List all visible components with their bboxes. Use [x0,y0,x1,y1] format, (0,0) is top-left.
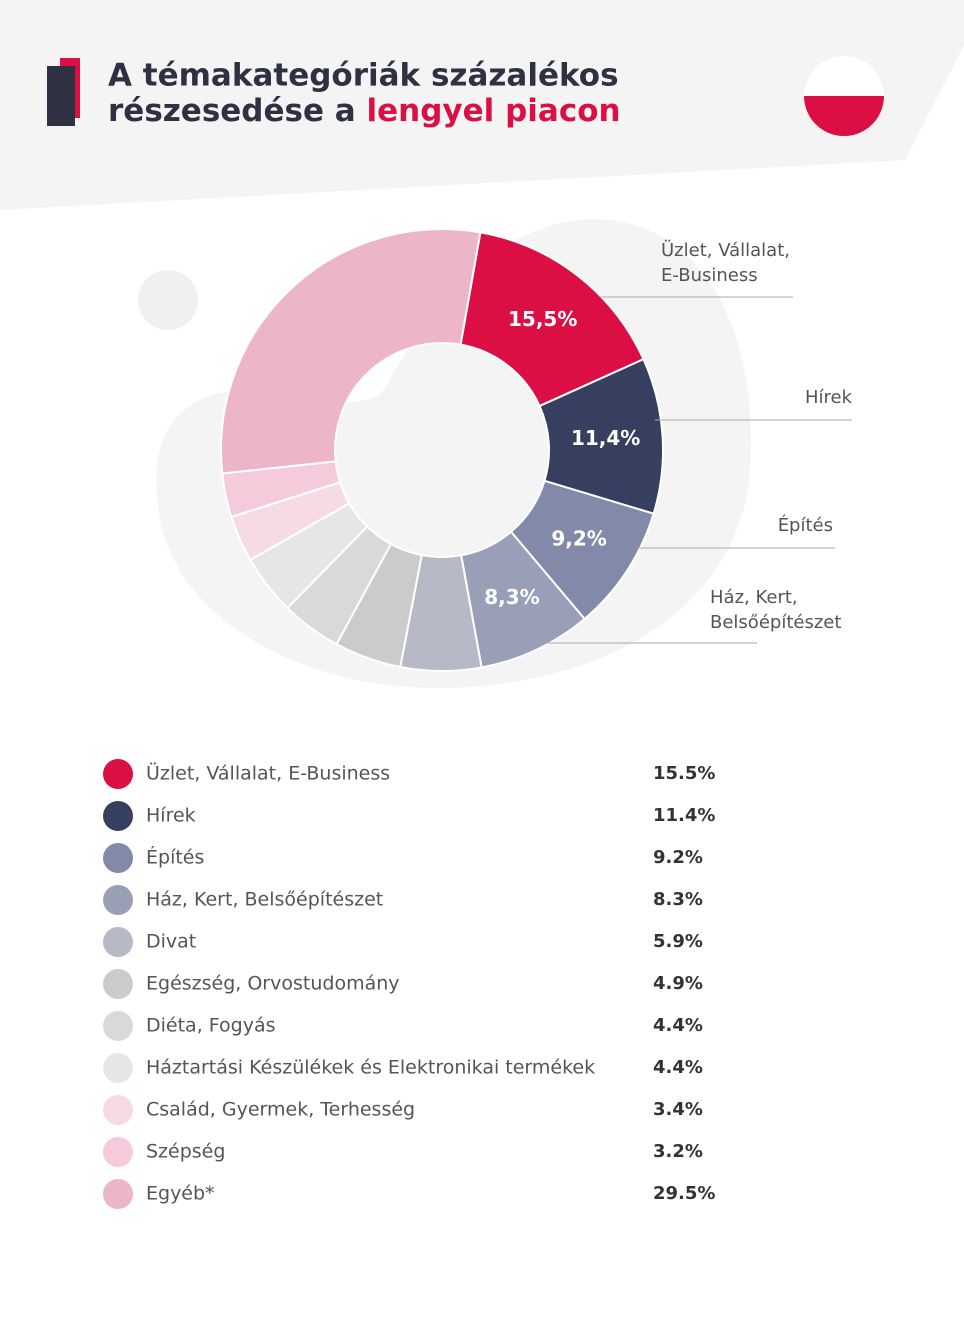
flag [804,56,884,136]
legend-label: Egyéb* [146,1183,215,1205]
callout-label: Hírek [805,387,853,408]
donut-label: 8,3% [484,585,539,609]
legend-value: 29.5% [653,1183,715,1204]
legend-value: 3.4% [653,1099,703,1120]
header-bg [0,0,964,210]
legend-swatch [103,885,133,915]
donut-label: 11,4% [571,426,640,450]
legend-value: 11.4% [653,805,715,826]
callout: Üzlet, Vállalat, E-Business Hírek Építés … [545,239,853,644]
legend-swatch [103,1137,133,1167]
legend-value: 3.2% [653,1141,703,1162]
decor-circle [138,270,198,330]
legend-swatch [103,1011,133,1041]
legend-label: Szépség [146,1141,225,1163]
title-line: részesedése a lengyel piacon [108,93,621,129]
donut-segment [220,228,482,475]
legend-value: 4.4% [653,1015,703,1036]
legend-swatch [103,843,133,873]
callout-label: Üzlet, Vállalat, E-Business [661,239,790,286]
legend-label: Ház, Kert, Belsőépítészet [146,889,383,911]
legend-label: Építés [146,846,204,869]
legend-label: Háztartási Készülékek és Elektronikai te… [146,1057,595,1079]
callout-label: Ház, Kert, Belsőépítészet [710,587,841,633]
legend-swatch [103,969,133,999]
legend-swatch [103,759,133,789]
title-accent [47,66,75,126]
legend-label: Divat [146,931,196,953]
donut-label: 15,5% [508,307,577,331]
legend-value: 5.9% [653,931,703,952]
legend-label: Család, Gyermek, Terhesség [146,1099,415,1121]
legend-swatch [103,1053,133,1083]
donut-segment [459,231,645,408]
legend-value: 8.3% [653,889,703,910]
legend-swatch [103,927,133,957]
legend-label: Egészség, Orvostudomány [146,973,400,995]
legend-label: Diéta, Fogyás [146,1015,276,1037]
callout-label: Építés [778,514,833,536]
legend-value: 4.9% [653,973,703,994]
legend-label: Hírek [146,805,196,827]
legend-swatch [103,1179,133,1209]
title-line: A témakategóriák százalékos [108,58,619,94]
legend-value: 15.5% [653,763,715,784]
legend-swatch [103,1095,133,1125]
legend-label: Üzlet, Vállalat, E-Business [146,762,390,785]
legend-value: 4.4% [653,1057,703,1078]
donut-label: 9,2% [551,527,606,551]
legend-swatch [103,801,133,831]
legend-value: 9.2% [653,847,703,868]
